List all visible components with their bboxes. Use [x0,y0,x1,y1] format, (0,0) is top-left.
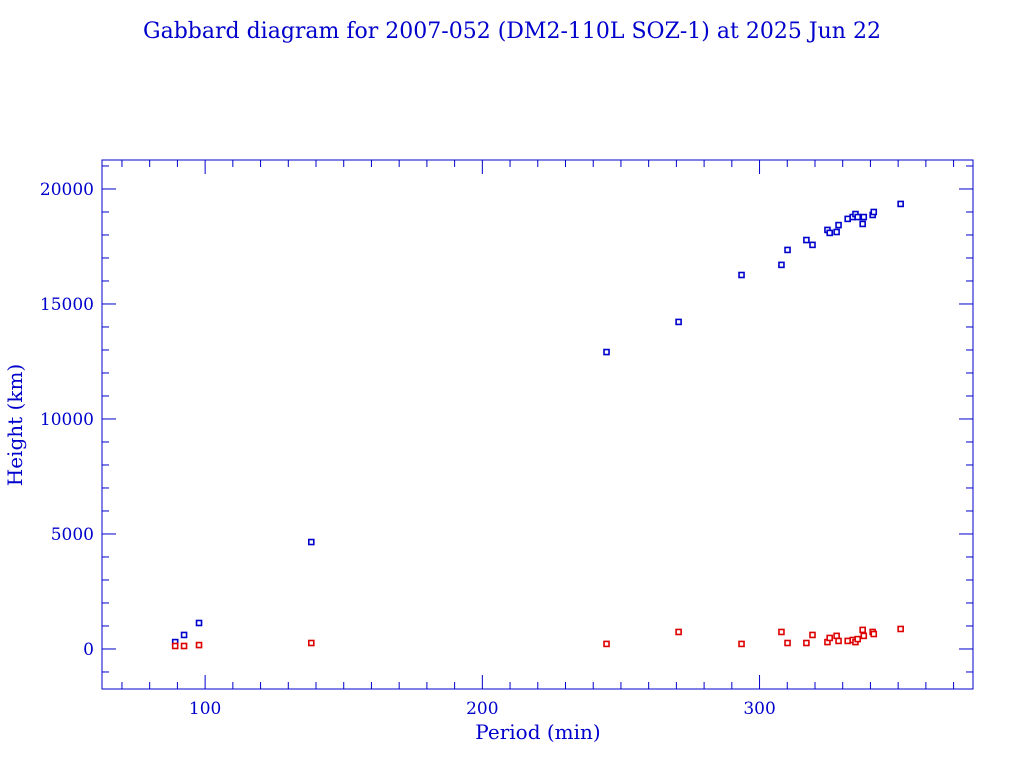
x-tick-label: 300 [743,699,775,719]
apogee-point [307,538,315,546]
plot-frame [101,159,974,690]
data-points [171,200,904,650]
apogee-point [675,318,682,326]
perigee-point [603,640,610,648]
y-tick-label: 20000 [40,180,94,200]
apogee-point [859,220,866,228]
apogee-point [835,221,842,229]
y-tick-labels: 0 5000 10000 15000 20000 [40,180,94,660]
y-axis-label: Height (km) [3,364,27,486]
perigee-point [897,625,904,633]
apogee-point [897,200,904,208]
apogee-point [833,228,840,236]
perigee-point [870,630,878,638]
apogee-point [180,631,188,639]
chart-title: Gabbard diagram for 2007-052 (DM2-110L S… [143,19,881,44]
perigee-point [778,628,785,636]
perigee-point [784,639,791,647]
apogee-point [854,213,861,221]
apogee-point [195,619,203,627]
apogee-point [784,246,791,254]
x-tick-label: 100 [189,699,221,719]
apogee-point [870,208,878,216]
perigee-point [738,640,745,648]
apogee-point [826,229,833,237]
perigee-point [307,639,315,647]
perigee-point [171,642,179,650]
perigee-point [180,642,188,650]
y-tick-label: 5000 [51,525,94,545]
x-tick-label: 200 [466,699,498,719]
perigee-point [835,637,842,645]
perigee-point [860,632,868,640]
y-tick-label: 15000 [40,295,94,315]
apogee-point [778,261,785,269]
perigee-point [195,641,203,649]
perigee-point [675,628,682,636]
y-tick-label: 0 [83,640,94,660]
perigee-point [809,631,816,639]
apogee-point [738,271,745,279]
y-tick-label: 10000 [40,410,94,430]
apogee-point [803,236,810,244]
x-axis-label: Period (min) [475,720,600,744]
apogee-point [809,241,816,249]
axis-ticks [102,160,973,689]
apogee-point [860,213,868,221]
perigee-point [803,639,810,647]
perigee-point [826,634,833,642]
perigee-point [854,635,861,643]
x-tick-labels: 100 200 300 [189,699,776,719]
perigee-point [859,626,866,634]
perigee-point [833,632,840,640]
apogee-point [603,348,610,356]
